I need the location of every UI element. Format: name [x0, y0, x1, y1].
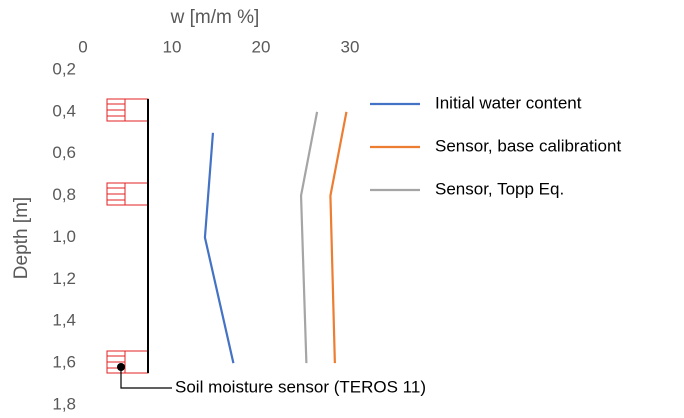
- y-tick-label: 1,8: [52, 394, 76, 413]
- y-tick-label: 1,4: [52, 311, 76, 330]
- x-tick-label: 20: [252, 37, 271, 56]
- y-tick-label: 0,6: [52, 143, 76, 162]
- x-tick-label: 0: [78, 37, 87, 56]
- y-tick-label: 0,4: [52, 101, 76, 120]
- y-tick-label: 1,2: [52, 269, 76, 288]
- legend-label: Initial water content: [435, 93, 582, 112]
- y-tick-label: 1,6: [52, 353, 76, 372]
- y-tick-label: 0,2: [52, 59, 76, 78]
- x-tick-label: 10: [163, 37, 182, 56]
- annotation: Soil moisture sensor (TEROS 11): [175, 377, 426, 396]
- x-tick-label: 30: [341, 37, 360, 56]
- series-line: [203, 132, 235, 364]
- annotation-line: [120, 367, 172, 389]
- y-tick-label: 1,0: [52, 227, 76, 246]
- y-tick-label: 0,8: [52, 185, 76, 204]
- legend-label: Sensor, base calibrationt: [435, 136, 621, 155]
- x-axis-title: w [m/m %]: [170, 7, 260, 28]
- sensor-drawing: [106, 98, 149, 374]
- y-axis-title: Depth [m]: [11, 197, 32, 279]
- series-line: [329, 111, 348, 364]
- series-line: [299, 111, 319, 364]
- legend-label: Sensor, Topp Eq.: [435, 179, 564, 198]
